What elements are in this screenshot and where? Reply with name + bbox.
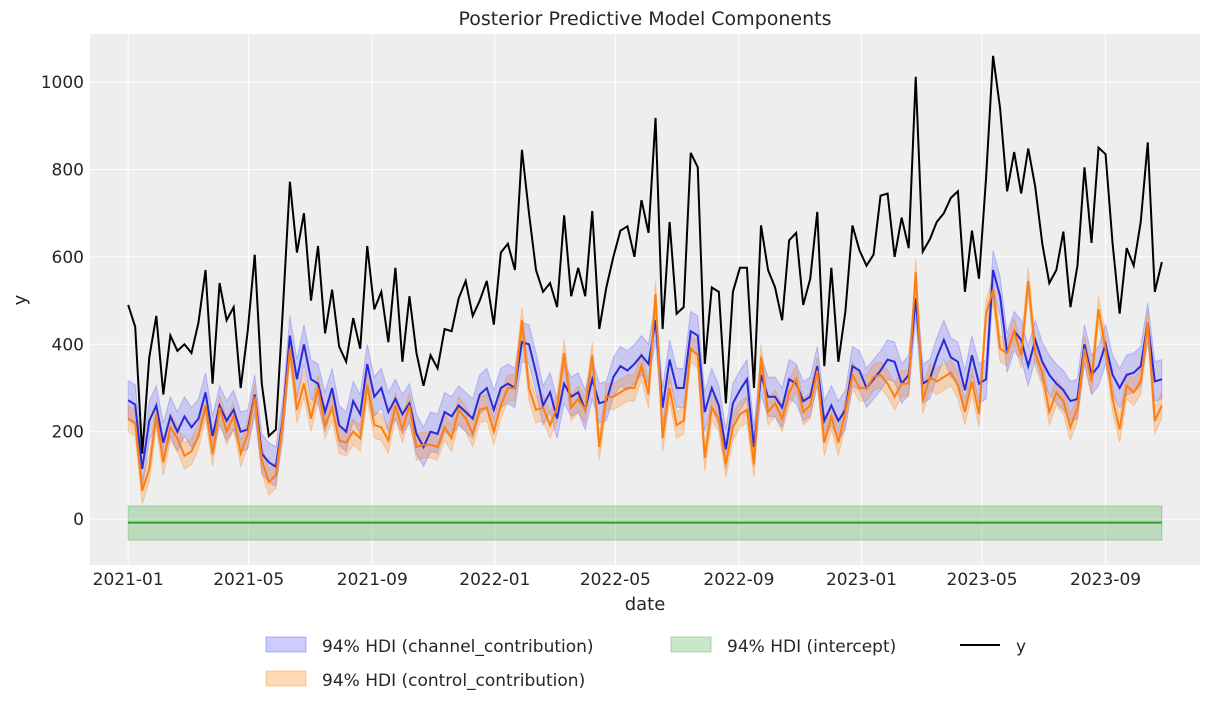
legend-swatch xyxy=(265,670,307,687)
channel-hdi-band xyxy=(127,250,1163,489)
legend-swatch xyxy=(265,636,307,653)
y-tick-label: 0 xyxy=(73,510,84,530)
legend-label: 94% HDI (channel_contribution) xyxy=(322,637,594,657)
y-tick-labels: 0 200 400 600 800 1000 xyxy=(41,73,84,530)
series-lines xyxy=(127,55,1163,524)
x-tick-label: 2022-05 xyxy=(580,570,651,590)
legend-label: y xyxy=(1016,637,1026,657)
y-tick-label: 800 xyxy=(52,160,84,180)
y-tick-label: 600 xyxy=(52,248,84,268)
x-tick-label: 2022-09 xyxy=(703,570,774,590)
legend-swatch xyxy=(670,636,712,653)
x-axis-label: date xyxy=(625,594,666,615)
channel-line xyxy=(127,269,1163,469)
x-tick-label: 2021-09 xyxy=(337,570,408,590)
y-tick-label: 200 xyxy=(52,423,84,443)
control-line xyxy=(127,272,1163,492)
x-tick-label: 2021-01 xyxy=(93,570,164,590)
x-tick-label: 2023-01 xyxy=(826,570,897,590)
y-axis-label: y xyxy=(10,294,31,305)
y-tick-label: 1000 xyxy=(41,73,84,93)
x-tick-label: 2023-09 xyxy=(1070,570,1141,590)
y-tick-label: 400 xyxy=(52,335,84,355)
x-tick-label: 2021-05 xyxy=(213,570,284,590)
x-tick-labels: 2021-01 2021-05 2021-09 2022-01 2022-05 2022-… xyxy=(93,570,1141,590)
grid xyxy=(90,34,1200,565)
chart-title: Posterior Predictive Model Components xyxy=(459,8,832,30)
legend-label: 94% HDI (intercept) xyxy=(727,637,896,657)
legend: 94% HDI (channel_contribution) 94% HDI (c… xyxy=(265,636,1026,691)
legend-label: 94% HDI (control_contribution) xyxy=(322,671,585,691)
x-tick-label: 2022-01 xyxy=(459,570,530,590)
x-tick-label: 2023-05 xyxy=(947,570,1018,590)
y-line xyxy=(127,55,1163,454)
